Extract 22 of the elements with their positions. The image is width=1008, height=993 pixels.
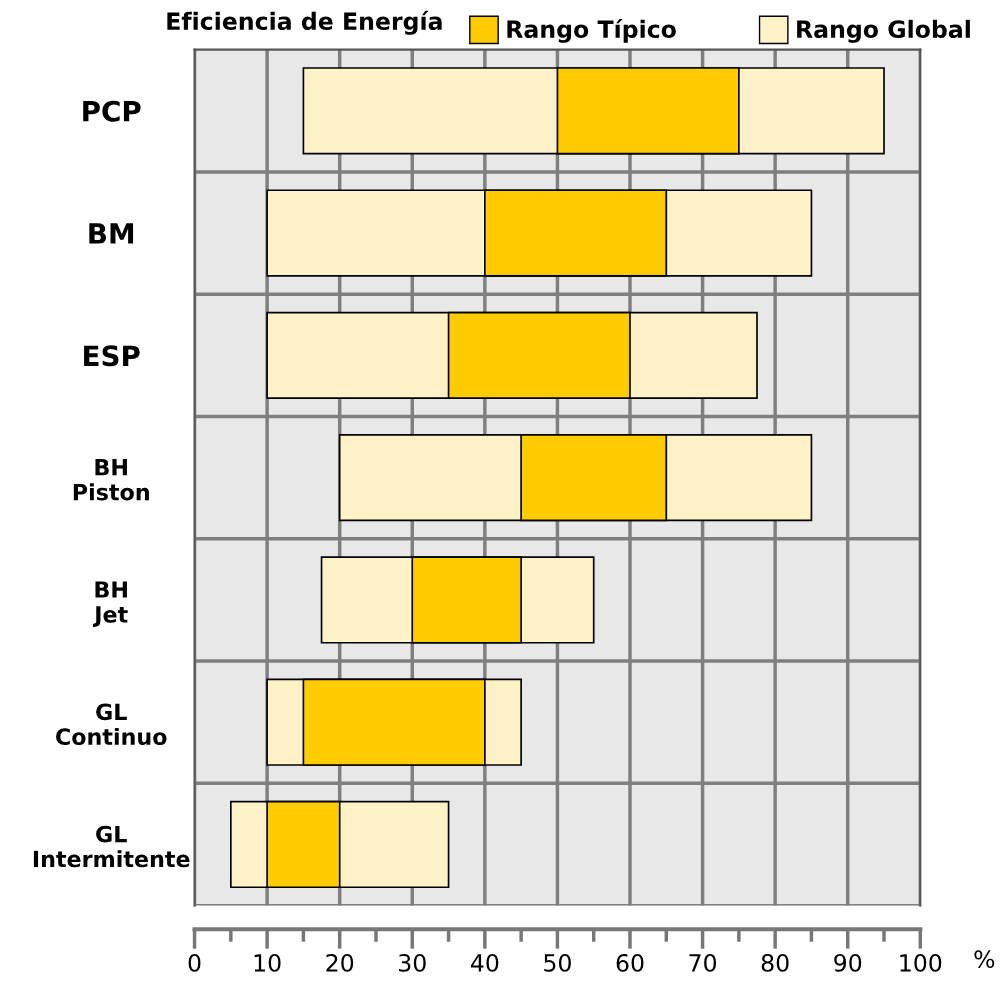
x-tick-label: 60 [616, 953, 644, 972]
x-tick-label: 30 [399, 953, 426, 972]
x-tick-label: 0 [188, 953, 201, 972]
legend-label: Rango Global [797, 19, 970, 43]
y-tick-label: GL Continuo [56, 703, 167, 746]
x-tick-label: 90 [834, 953, 862, 972]
y-tick-label: BH Piston [73, 459, 149, 501]
y-tick-label: BH Jet [92, 581, 128, 627]
x-axis-title: % [974, 950, 995, 969]
y-tick-label: ESP [84, 345, 140, 367]
x-tick-label: 70 [689, 953, 717, 972]
x-tick-label: 20 [326, 953, 354, 972]
x-tick-label: 80 [761, 953, 789, 972]
legend-label: Rango Típico [507, 18, 676, 43]
y-tick-label: PCP [83, 100, 141, 122]
x-tick-label: 100 [900, 953, 942, 972]
x-tick-label: 10 [254, 953, 281, 972]
x-tick-label: 50 [544, 953, 571, 972]
y-tick-label: GL Intermitente [33, 825, 190, 868]
x-tick-label: 40 [470, 953, 499, 972]
y-tick-label: BM [89, 223, 134, 244]
legend-title: Eficiencia de Energía [167, 10, 442, 35]
